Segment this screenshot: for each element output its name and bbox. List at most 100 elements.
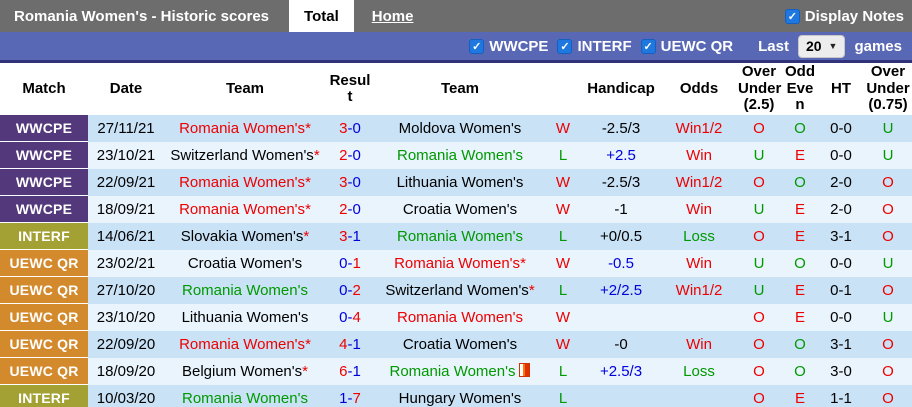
odds-cell: Loss [662, 357, 736, 385]
win-loss-letter: L [558, 227, 568, 245]
date-cell: 22/09/21 [88, 168, 164, 196]
competition-badge: UEWC QR [0, 276, 88, 304]
col-header-handicap: Handicap [580, 63, 662, 115]
over-under-25-cell: U [736, 249, 782, 277]
win-loss-cell: W [546, 249, 580, 277]
away-score: 1 [352, 254, 361, 272]
odd-even-letter: E [794, 308, 805, 326]
handicap-value: +2.5 [606, 146, 636, 164]
odd-even-cell: E [782, 195, 818, 223]
odds-value: Win [686, 146, 712, 164]
away-score: 1 [352, 362, 361, 380]
team-name: Romania Women's [394, 254, 521, 272]
page-title: Romania Women's - Historic scores [14, 7, 270, 25]
over-under-075-letter: O [882, 200, 894, 218]
win-loss-cell: W [546, 168, 580, 196]
match-row: WWCPE 22/09/21 Romania Women's* 3-0 Lithuani… [0, 168, 912, 196]
interf-label: INTERF [577, 37, 632, 55]
tab-total[interactable]: Total [289, 0, 354, 32]
result-cell: 2-0 [326, 141, 374, 169]
home-score: 1 [339, 389, 348, 407]
scores-table: Match Date Team Result Team Handicap Odd… [0, 63, 912, 407]
team-name: Romania Women's [179, 119, 306, 137]
home-team-cell: Switzerland Women's* [164, 141, 326, 169]
handicap-value: -2.5/3 [601, 173, 641, 191]
away-score: 0 [352, 146, 361, 164]
win-loss-letter: W [555, 254, 571, 272]
win-loss-letter: L [558, 146, 568, 164]
team-name: Romania Women's [179, 200, 306, 218]
handicap-cell: -0.5 [580, 249, 662, 277]
result-cell: 3-1 [326, 222, 374, 250]
half-time-cell: 1-1 [818, 384, 864, 407]
half-time-cell: 0-0 [818, 303, 864, 331]
col-header-over-under-075: Over Under (0.75) [864, 63, 912, 115]
competition-badge: WWCPE [0, 115, 88, 142]
odd-even-cell: E [782, 276, 818, 304]
winner-star: * [302, 362, 308, 380]
over-under-075-cell: U [864, 303, 912, 331]
score-dash: - [347, 335, 353, 353]
over-under-25-cell: O [736, 115, 782, 142]
display-notes-toggle[interactable]: ✓ Display Notes [784, 8, 904, 25]
handicap-cell [580, 303, 662, 331]
win-loss-cell: L [546, 141, 580, 169]
games-count-select[interactable]: 20 ▼ [797, 34, 846, 58]
home-score: 3 [339, 227, 348, 245]
odd-even-letter: E [794, 200, 805, 218]
filter-wwcpe[interactable]: ✓ WWCPE [469, 38, 548, 55]
team-name: Slovakia Women's [180, 227, 304, 245]
half-time-cell: 3-1 [818, 330, 864, 358]
odds-value: Win1/2 [675, 119, 723, 137]
filter-interf[interactable]: ✓ INTERF [557, 37, 632, 55]
score-dash: - [347, 173, 353, 191]
score-dash: - [347, 146, 353, 164]
over-under-075-letter: U [882, 119, 894, 137]
odds-cell: Win1/2 [662, 276, 736, 304]
date-cell: 23/10/20 [88, 303, 164, 331]
away-team-cell: Lithuania Women's [374, 168, 546, 196]
handicap-cell: -0 [580, 330, 662, 358]
home-team-cell: Croatia Women's [164, 249, 326, 277]
odd-even-cell: O [782, 115, 818, 142]
result-cell: 4-1 [326, 330, 374, 358]
date-cell: 23/02/21 [88, 249, 164, 277]
table-body: WWCPE 27/11/21 Romania Women's* 3-0 Moldova … [0, 115, 912, 407]
score-dash: - [347, 308, 353, 326]
over-under-075-letter: O [882, 362, 894, 380]
note-icon[interactable] [519, 362, 531, 377]
col-header-team-away: Team [374, 63, 546, 115]
win-loss-cell: W [546, 303, 580, 331]
games-count-value: 20 [805, 38, 822, 54]
home-link[interactable]: Home [371, 7, 414, 25]
interf-checkbox-icon[interactable]: ✓ [557, 38, 573, 54]
half-time-cell: 2-0 [818, 195, 864, 223]
odds-value: Win1/2 [675, 281, 723, 299]
col-header-odds: Odds [662, 63, 736, 115]
filter-bar: ✓ WWCPE ✓ INTERF ✓ UEWC QR Last 20 ▼ gam… [0, 32, 912, 63]
over-under-075-cell: O [864, 384, 912, 407]
over-under-075-cell: U [864, 115, 912, 142]
handicap-value: +2/2.5 [599, 281, 643, 299]
over-under-25-letter: O [753, 308, 765, 326]
score-dash: - [347, 389, 353, 407]
half-time-cell: 0-0 [818, 141, 864, 169]
away-score: 1 [352, 227, 361, 245]
team-name: Moldova Women's [398, 119, 522, 137]
team-name: Croatia Women's [187, 254, 303, 272]
odds-cell: Win1/2 [662, 168, 736, 196]
col-header-date: Date [88, 63, 164, 115]
over-under-075-cell: U [864, 141, 912, 169]
titlebar-spacer [413, 0, 784, 32]
filter-uewcqr[interactable]: ✓ UEWC QR [640, 38, 733, 55]
over-under-25-letter: O [753, 227, 765, 245]
uewcqr-checkbox-icon[interactable]: ✓ [640, 38, 656, 54]
display-notes-checkbox-icon[interactable]: ✓ [784, 8, 800, 24]
wwcpe-checkbox-icon[interactable]: ✓ [469, 38, 485, 54]
odd-even-cell: E [782, 141, 818, 169]
home-team-cell: Romania Women's* [164, 168, 326, 196]
handicap-cell: +2/2.5 [580, 276, 662, 304]
away-team-cell: Moldova Women's [374, 115, 546, 142]
handicap-cell: +2.5 [580, 141, 662, 169]
